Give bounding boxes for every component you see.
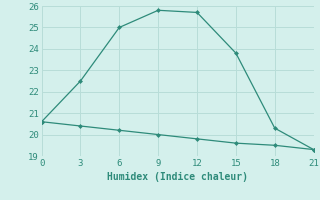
X-axis label: Humidex (Indice chaleur): Humidex (Indice chaleur) xyxy=(107,172,248,182)
